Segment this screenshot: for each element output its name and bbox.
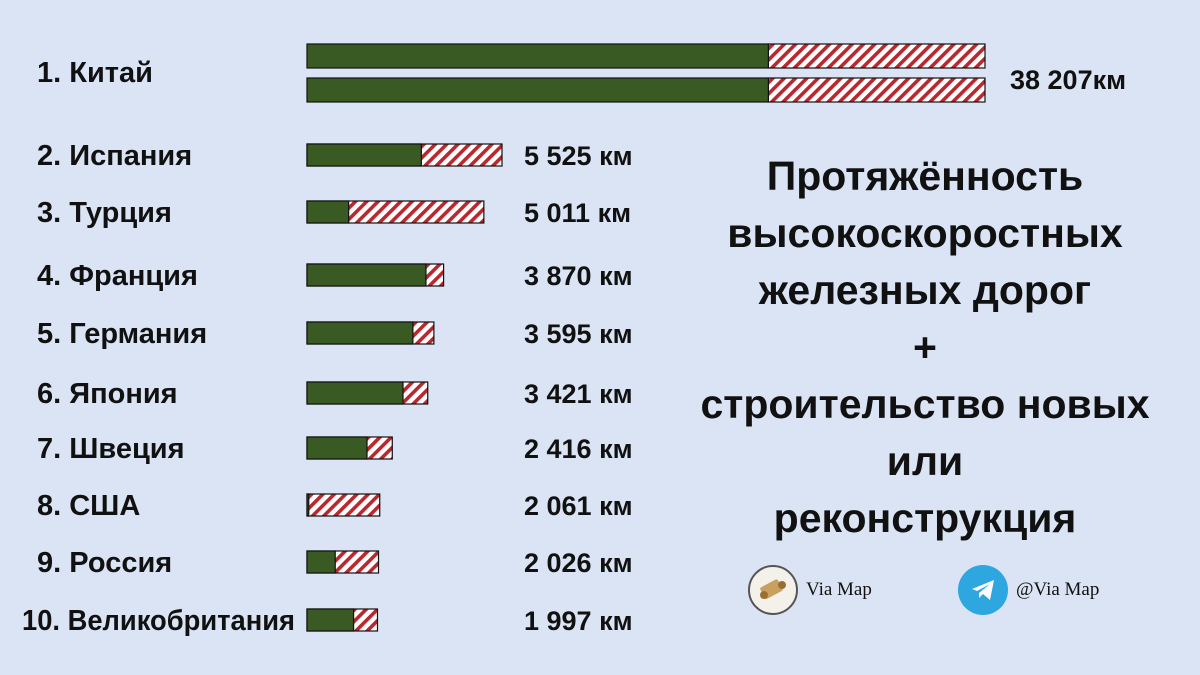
bar-existing [306, 263, 427, 287]
bar-existing [306, 381, 404, 405]
category-label: 4. Франция [37, 260, 198, 292]
value-label: 3 595 км [524, 319, 633, 349]
telegram-link[interactable]: @Via Map [958, 565, 1099, 615]
bar-existing [306, 608, 355, 632]
chart-heading: Протяжённость высокоскоростных железных … [660, 148, 1190, 547]
category-label: 9. Россия [37, 547, 172, 579]
channel-link[interactable]: Via Map [748, 565, 872, 615]
category-label: 2. Испания [37, 140, 192, 172]
bar-planned [767, 77, 986, 103]
bar-existing [306, 321, 414, 345]
telegram-icon [958, 565, 1008, 615]
value-label: 38 207км [1010, 65, 1126, 95]
bar-existing [306, 436, 368, 460]
value-label: 3 870 км [524, 261, 633, 291]
category-label: 6. Япония [37, 378, 178, 410]
value-label: 3 421 км [524, 379, 633, 409]
bar-planned [767, 43, 986, 69]
channel-name: Via Map [806, 579, 872, 600]
heading-line-3: железных дорог [758, 267, 1092, 313]
bar-planned [306, 493, 381, 517]
value-label: 2 026 км [524, 548, 633, 578]
value-label: 1 997 км [524, 606, 633, 636]
heading-line-6: реконструкция [773, 495, 1077, 541]
category-label: 8. США [37, 490, 140, 522]
category-label: 5. Германия [37, 318, 207, 350]
bar-existing [306, 493, 310, 517]
heading-line-2: высокоскоростных [727, 210, 1123, 256]
category-label: 10. Великобритания [22, 605, 295, 637]
category-label: 1. Китай [37, 57, 153, 89]
bar-existing [306, 200, 350, 224]
heading-line-1: Протяжённость [766, 153, 1084, 199]
map-scroll-icon [748, 565, 798, 615]
telegram-name: @Via Map [1016, 579, 1100, 600]
heading-plus: + [913, 324, 937, 370]
bar-existing [306, 77, 769, 103]
bar-existing [306, 550, 336, 574]
value-label: 2 416 км [524, 434, 633, 464]
value-label: 5 525 км [524, 141, 633, 171]
bar-existing [306, 143, 422, 167]
value-label: 5 011 км [524, 198, 631, 228]
category-label: 7. Швеция [37, 433, 185, 465]
bar-existing [306, 43, 769, 69]
heading-line-5: строительство новых или [700, 381, 1150, 484]
category-label: 3. Турция [37, 197, 172, 229]
value-label: 2 061 км [524, 491, 633, 521]
